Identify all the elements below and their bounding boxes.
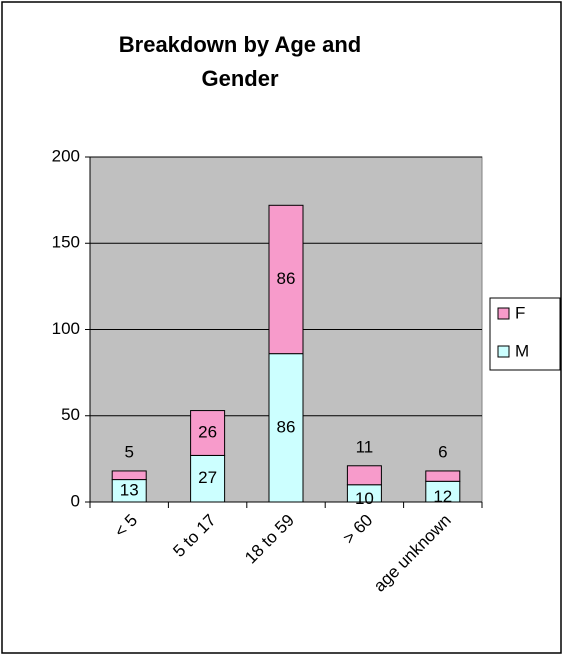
data-label: 12 <box>433 487 452 506</box>
bar-segment <box>268 353 304 503</box>
data-label: 86 <box>277 417 296 436</box>
data-label: 6 <box>438 442 447 461</box>
data-label: 86 <box>277 269 296 288</box>
bar-segment <box>346 465 382 486</box>
chart-title: Breakdown by Age and Gender <box>118 32 362 91</box>
y-tick-label: 200 <box>52 146 80 165</box>
data-label: 27 <box>198 468 217 487</box>
data-label: 26 <box>198 422 217 441</box>
data-label: 10 <box>355 489 374 508</box>
legend-label: F <box>515 303 525 322</box>
bar-segment <box>268 204 304 355</box>
legend-label: M <box>515 341 529 360</box>
data-label: 13 <box>120 480 139 499</box>
y-tick-label: 150 <box>52 233 80 252</box>
y-tick-label: 0 <box>71 491 80 510</box>
bar-segment <box>111 470 147 481</box>
legend-swatch <box>497 345 510 358</box>
data-label: 11 <box>356 437 374 456</box>
y-tick-label: 50 <box>61 405 80 424</box>
y-tick-label: 100 <box>52 319 80 338</box>
data-label: 5 <box>124 442 133 461</box>
legend-swatch <box>497 307 510 320</box>
bar-segment <box>425 470 461 482</box>
bar-segment <box>190 410 226 456</box>
